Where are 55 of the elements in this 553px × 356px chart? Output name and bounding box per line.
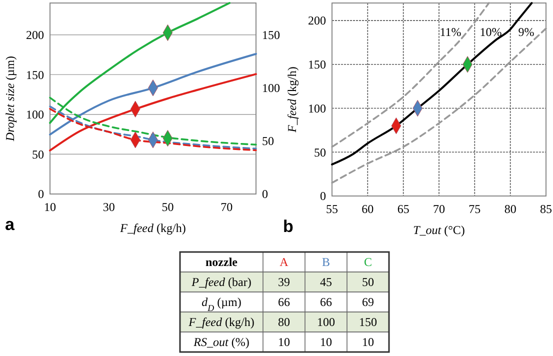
x-tick-label: 55: [326, 202, 338, 216]
y2-tick-label: 0: [262, 187, 268, 202]
y-tick-label: 0: [38, 187, 44, 202]
data-label: 50: [362, 275, 374, 289]
y-tick-label: 150: [308, 58, 326, 72]
x-tick-label: C: [364, 255, 372, 269]
data-label: 10: [362, 335, 374, 349]
x-tick-label: 30: [102, 200, 115, 214]
x-tick-label: 75: [468, 202, 481, 216]
x-tick-label: 85: [540, 202, 552, 216]
line-series: [49, 73, 257, 152]
data-label: 66: [278, 295, 290, 309]
line-series: [331, 28, 547, 184]
y-tick-label: 200: [26, 28, 44, 42]
line-series: [331, 2, 533, 166]
y-axis-title: Droplet size (µm): [3, 56, 17, 142]
y-tick-label: 100: [308, 101, 326, 116]
x-tick-label: 65: [397, 202, 410, 216]
y-tick-label: 200: [308, 14, 326, 28]
data-label: 45: [320, 275, 332, 289]
x-axis-title: F_feed (kg/h): [119, 221, 186, 235]
text: b: [283, 217, 294, 236]
y2-tick-label: 100: [262, 81, 280, 96]
data-label: 150: [359, 315, 377, 329]
y2-tick-label: 150: [262, 28, 280, 42]
data-label: 10: [278, 335, 290, 349]
y-tick-label: P_feed (bar): [190, 275, 252, 289]
x-tick-label: 50: [162, 200, 174, 214]
data-label: 66: [320, 295, 332, 309]
y-tick-label: 50: [32, 147, 44, 162]
x-tick-label: A: [280, 255, 289, 269]
data-label: 69: [362, 295, 374, 309]
y-tick-label: 50: [314, 145, 326, 160]
series-label: 11%: [440, 25, 462, 40]
x-axis-title: T_out (°C): [413, 223, 465, 237]
data-label: 80: [278, 315, 290, 329]
x-tick-label: B: [322, 255, 330, 269]
x-axis-title: nozzle: [206, 255, 238, 269]
y-tick-label: 100: [26, 108, 44, 122]
x-tick-label: 10: [44, 200, 56, 214]
data-label: 39: [278, 275, 290, 289]
data-label: 10: [320, 335, 332, 349]
series-label: 9%: [518, 25, 534, 40]
x-tick-label: 60: [362, 202, 374, 216]
y-tick-label: RS_out (%): [192, 335, 250, 349]
y-tick-label: 150: [26, 68, 44, 82]
text: a: [5, 215, 15, 234]
x-tick-label: 70: [220, 200, 233, 214]
x-tick-label: 80: [504, 202, 516, 216]
y2-tick-label: 50: [262, 134, 274, 148]
y-tick-label: d$_{D}$ (µm): [202, 295, 242, 313]
y-tick-label: 0: [320, 189, 326, 204]
series-label: 10%: [480, 25, 502, 40]
y-tick-label: F_feed (kg/h): [188, 315, 254, 329]
x-tick-label: 70: [433, 202, 445, 216]
